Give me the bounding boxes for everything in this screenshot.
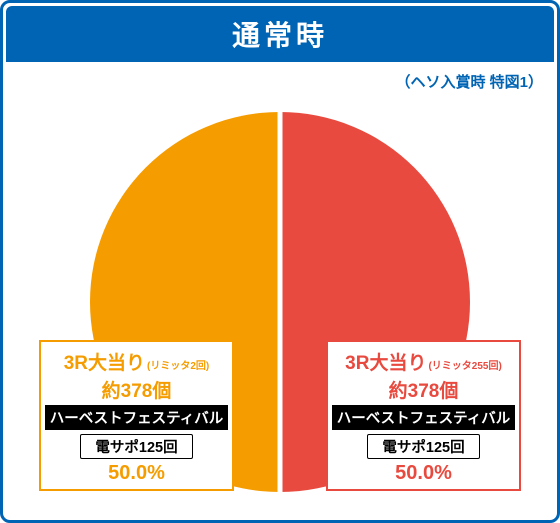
slice-percent: 50.0% <box>45 462 228 485</box>
slice-amount: 約378個 <box>332 376 515 403</box>
pie-chart: 3R大当り (リミッタ2回) 約378個 ハーベストフェスティバル 電サポ125… <box>3 92 557 512</box>
pie-divider <box>278 112 283 492</box>
slice-amount: 約378個 <box>45 376 228 403</box>
slice-title: 3R大当り <box>345 348 426 375</box>
slice-card-left: 3R大当り (リミッタ2回) 約378個 ハーベストフェスティバル 電サポ125… <box>39 340 234 491</box>
slice-band: ハーベストフェスティバル <box>45 405 228 430</box>
panel: 通常時 （ヘソ入賞時 特図1） 3R大当り (リミッタ2回) 約378個 ハーベ… <box>0 0 560 523</box>
header-bar: 通常時 <box>6 6 554 62</box>
slice-title-row: 3R大当り (リミッタ2回) <box>45 348 228 375</box>
slice-pill: 電サポ125回 <box>80 434 192 459</box>
slice-title: 3R大当り <box>64 348 145 375</box>
header-title: 通常時 <box>232 14 328 54</box>
slice-subtitle: (リミッタ2回) <box>147 357 209 372</box>
subtitle: （ヘソ入賞時 特図1） <box>3 65 557 92</box>
slice-title-row: 3R大当り (リミッタ255回) <box>332 348 515 375</box>
slice-band: ハーベストフェスティバル <box>332 405 515 430</box>
slice-percent: 50.0% <box>332 462 515 485</box>
slice-card-right: 3R大当り (リミッタ255回) 約378個 ハーベストフェスティバル 電サポ1… <box>326 340 521 491</box>
slice-subtitle: (リミッタ255回) <box>428 357 501 372</box>
slice-pill: 電サポ125回 <box>367 434 479 459</box>
